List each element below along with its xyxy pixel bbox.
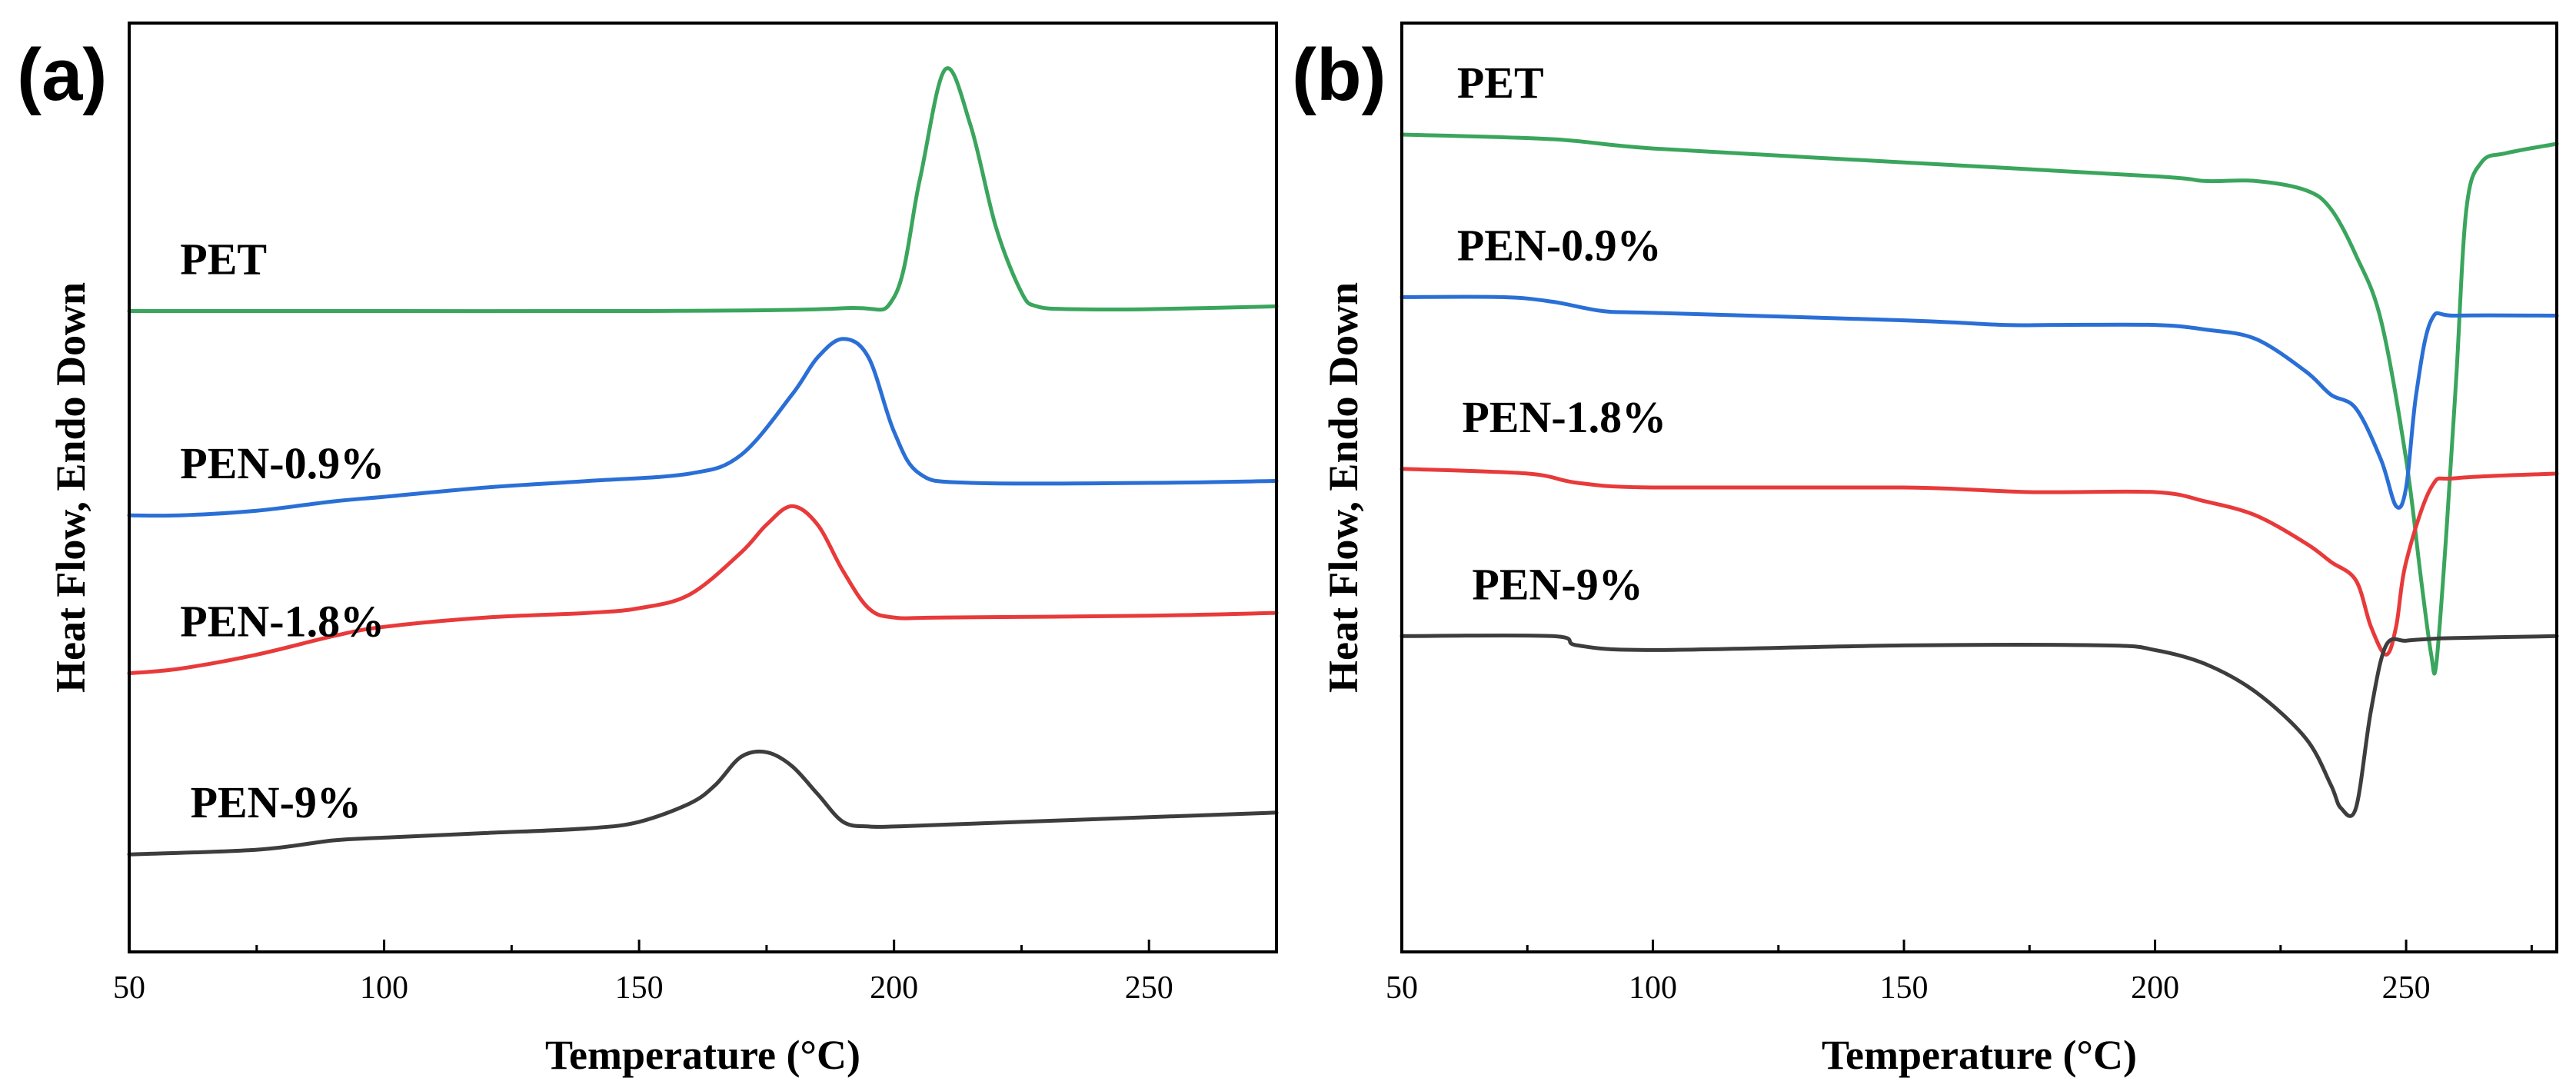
panel-b-plot-frame (1400, 22, 2558, 953)
panel-b-series-pen-1-8-label: PEN-1.8% (1462, 392, 1666, 442)
panel-b-label: (b) (1292, 34, 1386, 116)
panel-a-x-tick-label-200: 200 (870, 970, 918, 1006)
panel-a-plot-frame (128, 22, 1278, 953)
panel-a-series-pet-line (127, 66, 1279, 314)
panel-b-series-pen-9-label: PEN-9% (1472, 559, 1642, 609)
panel-a-series-pet-label: PET (180, 234, 267, 284)
panel-a-curves (127, 66, 1279, 857)
panel-a-series-pen-1-8-label: PEN-1.8% (180, 597, 384, 647)
panel-a-x-tick-label-150: 150 (615, 970, 664, 1006)
panel-a-series-pen-1-8-line (127, 504, 1279, 676)
panel-b-x-tick-label-200: 200 (2131, 970, 2179, 1006)
panel-a-series-pen-9-line (127, 749, 1279, 857)
panel-b-series-pen-1-8-line (1399, 467, 2559, 657)
panel-a-x-tick-label-50: 50 (113, 970, 145, 1006)
panel-b-series-labels: PET PEN-0.9% PEN-1.8% PEN-9% (1457, 58, 1666, 609)
panel-b-series-pen-9-line (1399, 633, 2559, 818)
panel-a-series-pen-9-label: PEN-9% (191, 777, 361, 827)
panel-a-x-tick-label-100: 100 (360, 970, 408, 1006)
panel-a-series-pen-0-9-label: PEN-0.9% (180, 438, 384, 488)
panel-b-curves (1399, 132, 2559, 818)
panel-b-x-tick-label-100: 100 (1629, 970, 1677, 1006)
panel-b-y-axis-title: Heat Flow, Endo Down (1320, 282, 1366, 693)
panel-b-series-pen-0-9-label: PEN-0.9% (1457, 220, 1662, 270)
panel-b-series-pet-line (1399, 132, 2559, 676)
panel-a-series-labels: PET PEN-0.9% PEN-1.8% PEN-9% (180, 234, 384, 827)
panel-b-ticks: 50 100 150 200 250 (1386, 940, 2533, 1006)
panel-a-ticks: 50 100 150 200 250 (113, 940, 1173, 1006)
panel-a-label: (a) (17, 34, 107, 116)
panel-a-series-pen-0-9-line (127, 337, 1279, 518)
panel-b: (b) 50 100 150 200 250 PETPEN-0.9%PEN-1.8%PE… (1292, 22, 2559, 1078)
panel-a-x-tick-label-250: 250 (1125, 970, 1173, 1006)
panel-b-series-pen-0-9-line (1399, 294, 2559, 510)
panel-b-x-tick-label-250: 250 (2382, 970, 2431, 1006)
panel-a-x-axis-title: Temperature (°C) (545, 1032, 860, 1078)
panel-b-series-pet-label: PET (1457, 58, 1544, 108)
panel-b-x-axis-title: Temperature (°C) (1822, 1032, 2137, 1078)
panel-b-x-tick-label-50: 50 (1386, 970, 1418, 1006)
panel-a-y-axis-title: Heat Flow, Endo Down (48, 282, 94, 693)
panel-a: (a) 50 100 150 200 250 PETPEN-0.9%PEN-1.8%PE… (17, 22, 1279, 1078)
panel-b-x-tick-label-150: 150 (1880, 970, 1929, 1006)
